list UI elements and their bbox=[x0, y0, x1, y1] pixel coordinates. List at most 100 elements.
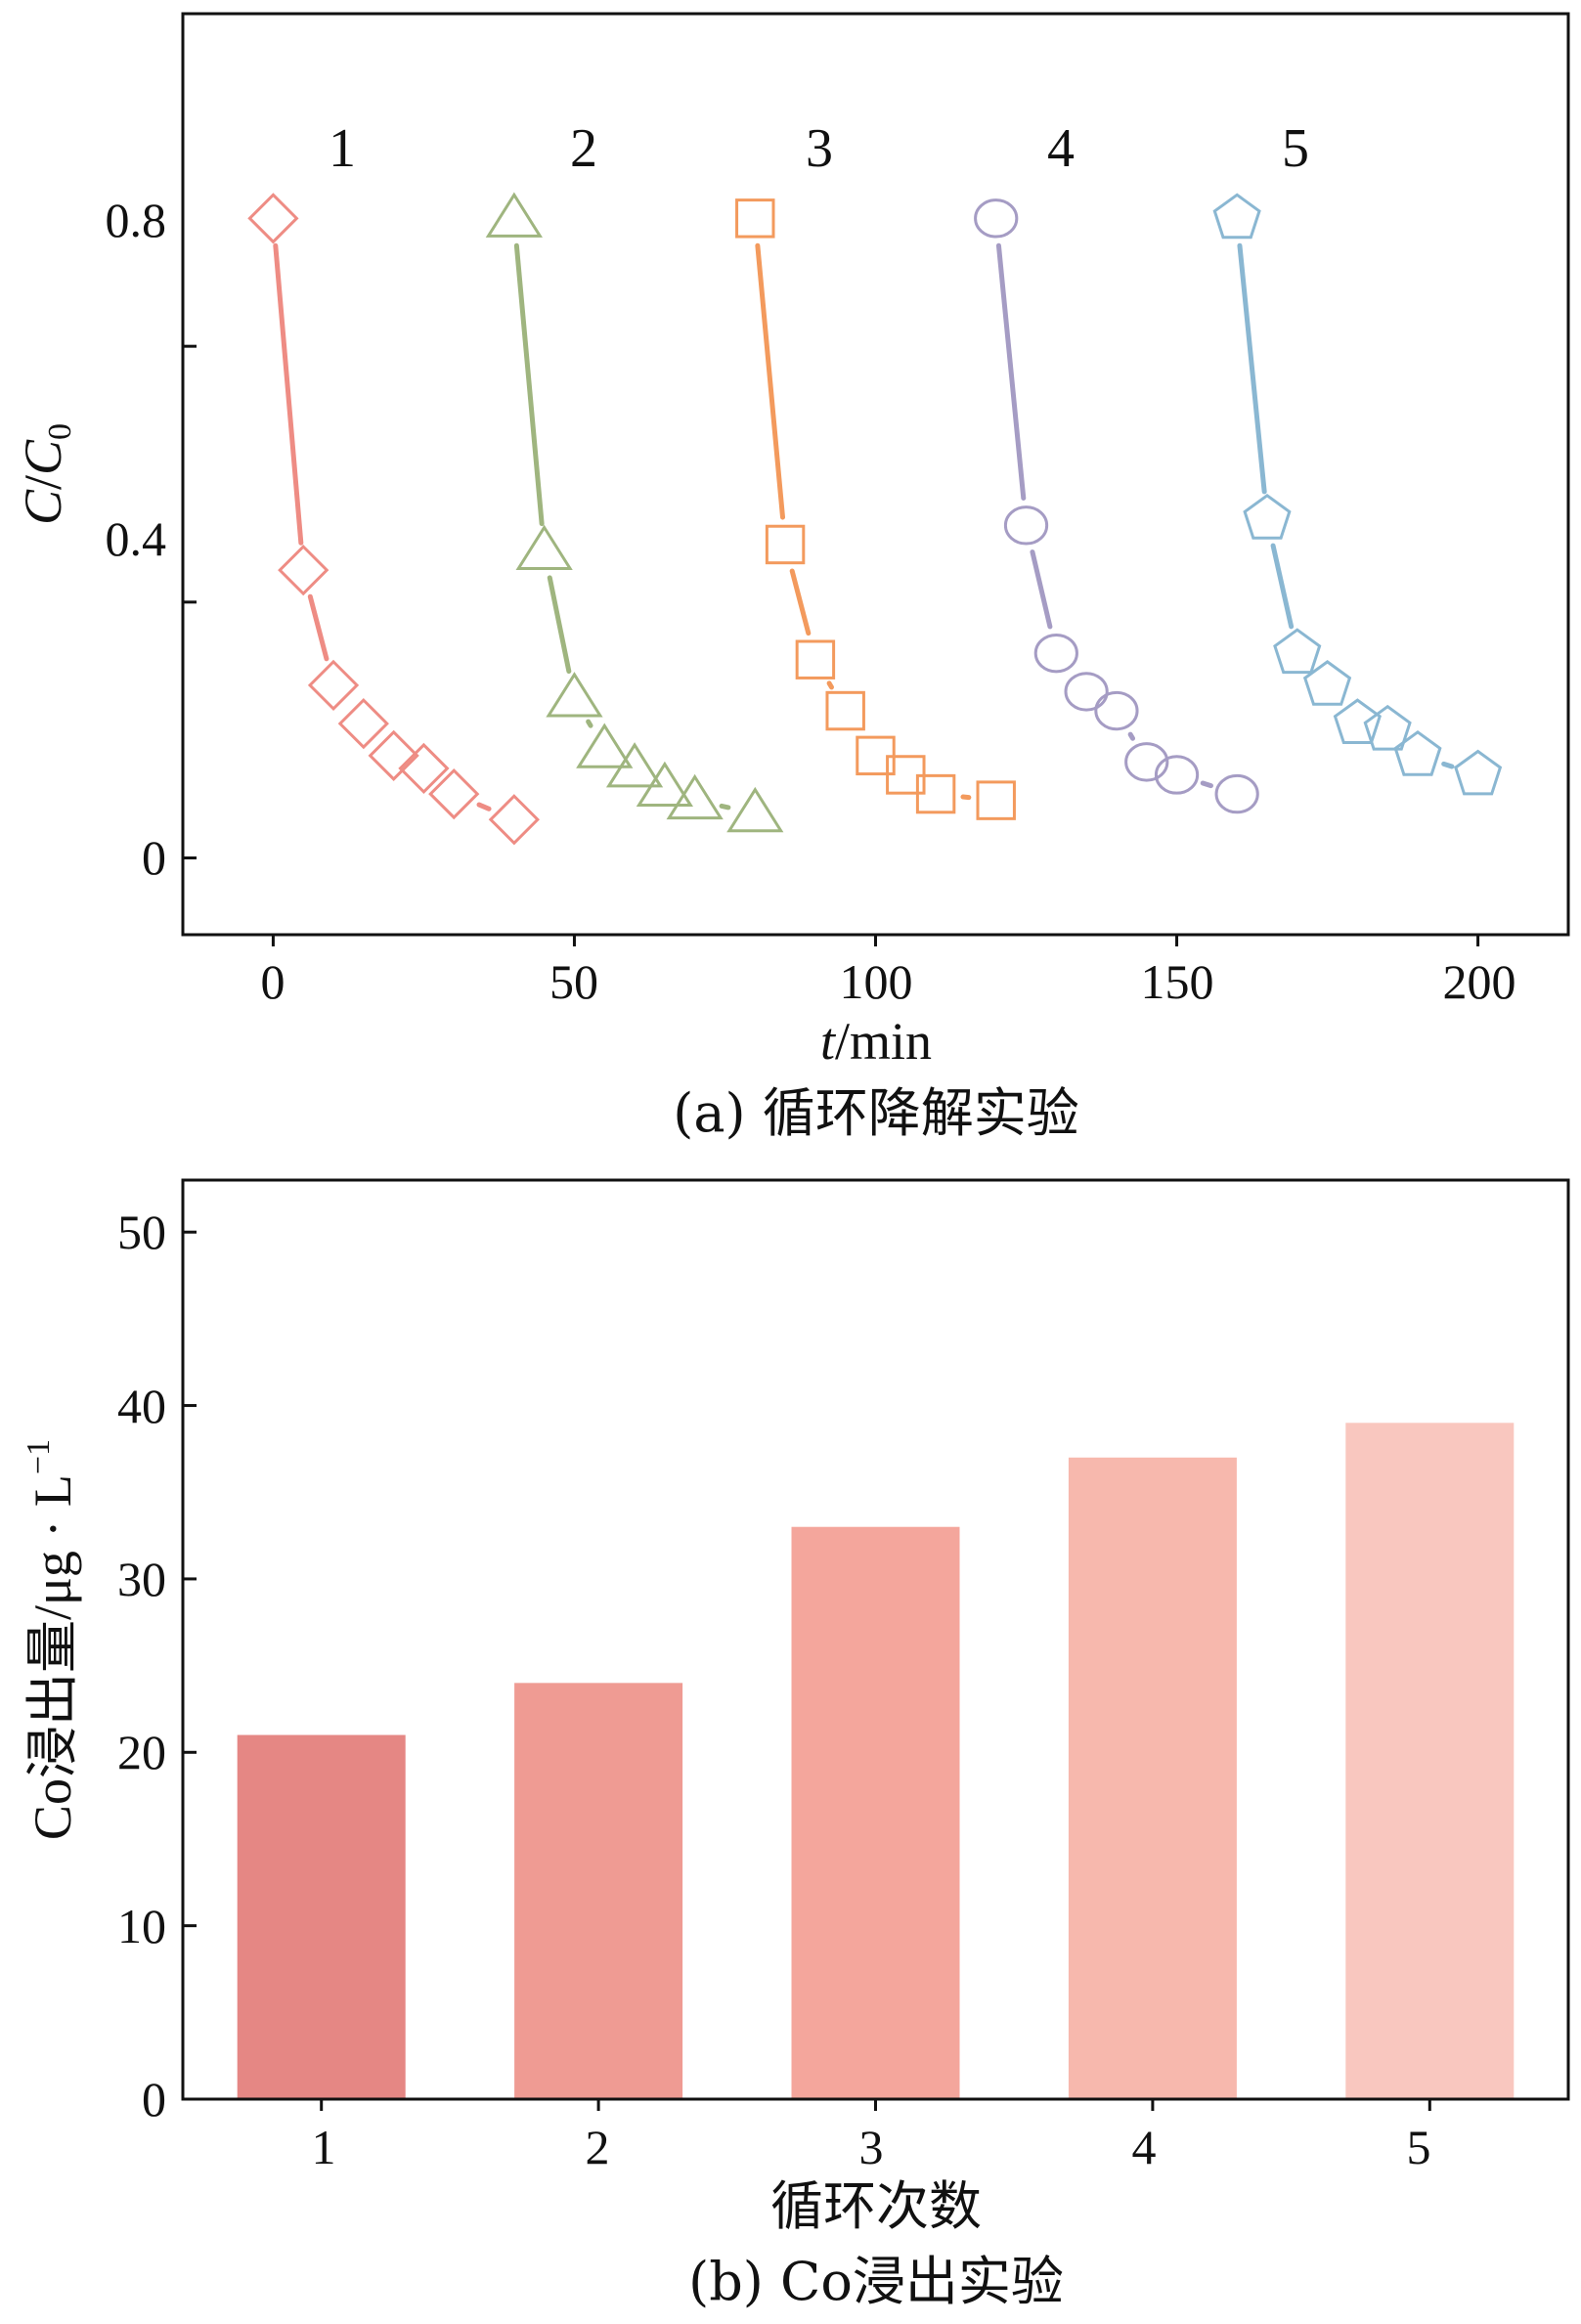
series-4-point-6 bbox=[1154, 755, 1200, 795]
series-5-point-3 bbox=[1302, 660, 1352, 706]
chart-a-xtick-label-2: 100 bbox=[840, 954, 913, 1009]
series-1-point-0 bbox=[247, 193, 299, 244]
series-5-segment bbox=[1441, 761, 1455, 769]
series-2-point-5 bbox=[636, 761, 693, 808]
chart-a-y-axis-c0: C bbox=[14, 439, 72, 475]
series-4-segment bbox=[1200, 780, 1213, 789]
bar-3 bbox=[791, 1526, 960, 2099]
series-4-segment bbox=[1030, 549, 1053, 630]
chart-b-xtick-label-4: 4 bbox=[1132, 2120, 1157, 2174]
series-3-segment bbox=[960, 794, 972, 801]
chart-a-frame bbox=[181, 12, 1570, 937]
chart-b-bars-group bbox=[237, 1423, 1515, 2099]
series-2-segment bbox=[586, 719, 593, 728]
chart-b-ytick-label-5: 50 bbox=[117, 1205, 166, 1259]
bar-1 bbox=[237, 1734, 406, 2099]
series-5-point-1 bbox=[1243, 493, 1292, 540]
chart-a-xtick-label-0: 0 bbox=[261, 954, 285, 1009]
series-5-point-7 bbox=[1454, 749, 1503, 796]
bar-4 bbox=[1068, 1457, 1237, 2099]
chart-a-y-axis-slash: / bbox=[14, 475, 72, 490]
series-3-point-1 bbox=[765, 524, 806, 565]
series-3-point-7 bbox=[976, 780, 1016, 820]
chart-b-co-leaching: 0 10 20 30 40 50 1 2 3 4 5 循环次数 Co浸出量/μg… bbox=[21, 1178, 1570, 2312]
series-1-segment bbox=[476, 802, 492, 811]
series-2-segment bbox=[547, 575, 572, 675]
chart-a-x-axis-var: t bbox=[820, 1012, 837, 1071]
chart-b-ytick-label-2: 20 bbox=[117, 1725, 166, 1779]
series-1-point-2 bbox=[307, 659, 360, 711]
series-2-point-7 bbox=[726, 786, 784, 833]
series-1 bbox=[247, 193, 540, 846]
chart-b-ytick-label-3: 30 bbox=[117, 1552, 166, 1606]
chart-a-caption: (a) 循环降解实验 bbox=[673, 1082, 1079, 1144]
chart-b-xtick-label-3: 3 bbox=[859, 2120, 884, 2174]
chart-b-y-axis-main: Co浸出量/μg · L bbox=[23, 1474, 82, 1840]
bar-2 bbox=[514, 1683, 683, 2099]
series-2-point-0 bbox=[485, 192, 543, 238]
series-2-point-2 bbox=[546, 672, 603, 718]
series-4 bbox=[974, 198, 1259, 814]
series-3-point-2 bbox=[795, 639, 836, 680]
series-4-segment bbox=[1127, 731, 1136, 741]
chart-a-ytick-label-0: 0 bbox=[142, 830, 166, 885]
series-3-point-3 bbox=[825, 690, 865, 731]
chart-a-ticks bbox=[183, 344, 1480, 946]
chart-a-x-axis-title: t/min bbox=[820, 1012, 932, 1071]
chart-a-y-axis-subscript: 0 bbox=[42, 423, 78, 440]
series-4-point-0 bbox=[974, 198, 1019, 239]
series-2-point-4 bbox=[605, 742, 664, 788]
series-3-segment bbox=[755, 242, 786, 520]
series-4-point-7 bbox=[1214, 773, 1259, 814]
chart-a-ytick-label-2: 0.8 bbox=[106, 193, 167, 247]
series-5-point-2 bbox=[1273, 628, 1322, 675]
series-3-segment bbox=[826, 680, 834, 690]
chart-b-xtick-label-5: 5 bbox=[1407, 2120, 1431, 2174]
chart-b-caption: (b) Co浸出实验 bbox=[688, 2251, 1064, 2312]
chart-a-ytick-label-1: 0.4 bbox=[106, 511, 167, 566]
series-2-point-3 bbox=[576, 723, 634, 768]
series-3 bbox=[735, 198, 1016, 820]
chart-a-series-label-1: 1 bbox=[329, 118, 356, 179]
chart-b-y-axis-superscript: −1 bbox=[21, 1439, 57, 1474]
chart-b-x-axis-title: 循环次数 bbox=[770, 2177, 982, 2236]
chart-a-xtick-label-3: 150 bbox=[1141, 954, 1214, 1009]
chart-a-series-label-5: 5 bbox=[1282, 118, 1309, 179]
chart-a-x-axis-unit: /min bbox=[835, 1012, 932, 1071]
series-5-point-5 bbox=[1363, 704, 1412, 751]
series-2-point-1 bbox=[515, 524, 573, 570]
chart-a-y-axis-title: C/C0 bbox=[14, 423, 78, 525]
series-1-segment bbox=[273, 242, 304, 546]
chart-a-xtick-label-1: 50 bbox=[549, 954, 598, 1009]
chart-b-ytick-label-4: 40 bbox=[117, 1379, 166, 1433]
series-1-point-3 bbox=[337, 698, 389, 750]
bar-5 bbox=[1345, 1423, 1515, 2099]
chart-a-series-label-3: 3 bbox=[806, 118, 833, 179]
series-4-segment bbox=[995, 242, 1027, 501]
series-5-point-6 bbox=[1393, 729, 1442, 776]
chart-b-ytick-label-0: 0 bbox=[142, 2072, 166, 2127]
series-3-point-0 bbox=[735, 198, 775, 239]
series-1-point-6 bbox=[428, 767, 480, 820]
series-4-point-3 bbox=[1064, 672, 1109, 712]
series-2 bbox=[485, 192, 784, 833]
chart-a-xtick-label-4: 200 bbox=[1443, 954, 1516, 1009]
chart-a-y-axis-c: C bbox=[14, 489, 72, 525]
series-5-point-0 bbox=[1212, 193, 1261, 240]
chart-b-xtick-label-2: 2 bbox=[586, 2120, 610, 2174]
chart-b-ytick-label-1: 10 bbox=[117, 1899, 166, 1953]
series-1-point-1 bbox=[278, 545, 329, 596]
series-1-point-5 bbox=[398, 742, 450, 795]
series-3-point-6 bbox=[915, 773, 956, 814]
series-4-point-1 bbox=[1003, 505, 1049, 546]
chart-a-degradation-cycles: 1 2 3 4 5 0 0.4 0.8 0 50 100 150 200 t/m… bbox=[14, 12, 1570, 1144]
series-3-segment bbox=[789, 568, 812, 636]
chart-b-y-axis-title: Co浸出量/μg · L−1 bbox=[21, 1439, 82, 1840]
chart-a-series-label-4: 4 bbox=[1047, 118, 1075, 179]
chart-a-series-label-2: 2 bbox=[570, 118, 597, 179]
series-2-segment bbox=[719, 803, 731, 811]
chart-b-ticks bbox=[183, 1230, 1431, 2111]
series-5 bbox=[1212, 193, 1503, 796]
series-1-point-7 bbox=[488, 794, 540, 846]
